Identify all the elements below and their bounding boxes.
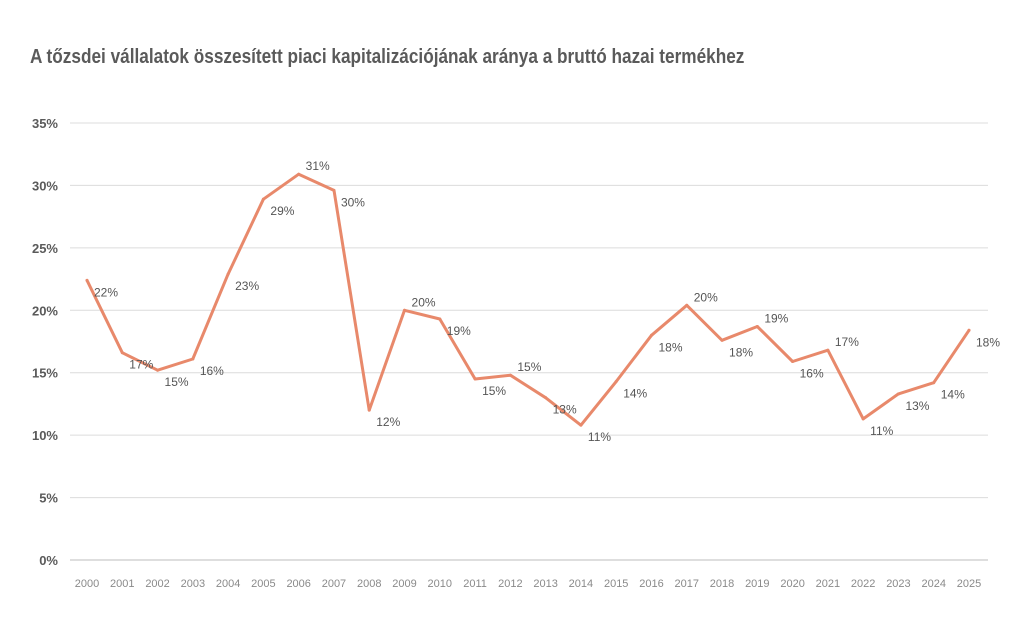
data-point [403,308,407,312]
x-tick-label: 2019 [745,578,769,590]
x-tick-label: 2017 [675,578,699,590]
data-point [791,359,795,363]
data-label: 13% [905,399,929,413]
data-point [156,368,160,372]
x-tick-label: 2015 [604,578,628,590]
data-point [896,392,900,396]
x-tick-label: 2008 [357,578,381,590]
data-point [297,172,301,176]
data-point [685,303,689,307]
x-tick-label: 2009 [392,578,416,590]
x-tick-label: 2018 [710,578,734,590]
data-label: 15% [482,384,506,398]
x-tick-label: 2014 [569,578,593,590]
data-label: 14% [623,386,647,400]
y-tick-label: 0% [39,553,58,568]
data-label: 20% [694,290,718,304]
data-label: 16% [200,364,224,378]
data-point [932,381,936,385]
x-tick-label: 2016 [639,578,663,590]
data-label: 11% [588,430,611,444]
data-label: 18% [976,335,1000,349]
data-point [120,351,124,355]
y-tick-label: 5% [39,491,58,506]
data-point [544,396,548,400]
data-label: 18% [658,340,682,354]
y-tick-label: 15% [32,366,58,381]
data-point [508,373,512,377]
data-point [614,379,618,383]
x-tick-label: 2021 [816,578,840,590]
x-tick-label: 2003 [181,578,205,590]
data-label: 29% [270,204,294,218]
data-label: 12% [376,415,400,429]
x-tick-label: 2005 [251,578,275,590]
x-tick-label: 2007 [322,578,346,590]
x-tick-label: 2013 [533,578,557,590]
data-point [226,272,230,276]
data-label: 11% [870,424,893,438]
data-label: 30% [341,195,365,209]
x-tick-label: 2020 [780,578,804,590]
data-point [438,317,442,321]
x-tick-label: 2012 [498,578,522,590]
y-tick-label: 10% [32,428,58,443]
data-point [579,423,583,427]
y-tick-label: 35% [32,116,58,131]
x-tick-label: 2024 [921,578,945,590]
data-label: 13% [553,403,577,417]
data-label: 15% [517,360,541,374]
data-point [861,417,865,421]
x-tick-label: 2002 [145,578,169,590]
data-point [261,197,265,201]
x-tick-label: 2006 [286,578,310,590]
data-point [332,188,336,192]
data-label: 16% [800,366,824,380]
data-label: 17% [129,358,153,372]
data-label: 17% [835,335,859,349]
data-point [967,328,971,332]
x-tick-label: 2001 [110,578,134,590]
y-tick-label: 25% [32,241,58,256]
x-tick-label: 2000 [75,578,99,590]
y-tick-label: 20% [32,303,58,318]
data-label: 15% [165,375,189,389]
x-tick-label: 2011 [463,578,487,590]
data-point [473,377,477,381]
chart-title: A tőzsdei vállalatok összesített piaci k… [30,46,745,68]
y-tick-label: 30% [32,178,58,193]
data-label: 20% [412,295,436,309]
x-tick-label: 2023 [886,578,910,590]
x-tick-label: 2022 [851,578,875,590]
series-line [85,172,971,427]
x-tick-label: 2025 [957,578,981,590]
data-point [191,357,195,361]
data-label: 22% [94,285,118,299]
data-point [367,408,371,412]
data-point [720,338,724,342]
data-label: 31% [306,159,330,173]
data-point [85,278,89,282]
data-point [755,325,759,329]
x-tick-label: 2004 [216,578,240,590]
data-label: 14% [941,388,965,402]
data-label: 23% [235,279,259,293]
data-label: 19% [764,312,788,326]
data-point [826,348,830,352]
data-point [649,333,653,337]
data-label: 18% [729,345,753,359]
x-tick-label: 2010 [428,578,452,590]
data-label: 19% [447,324,471,338]
